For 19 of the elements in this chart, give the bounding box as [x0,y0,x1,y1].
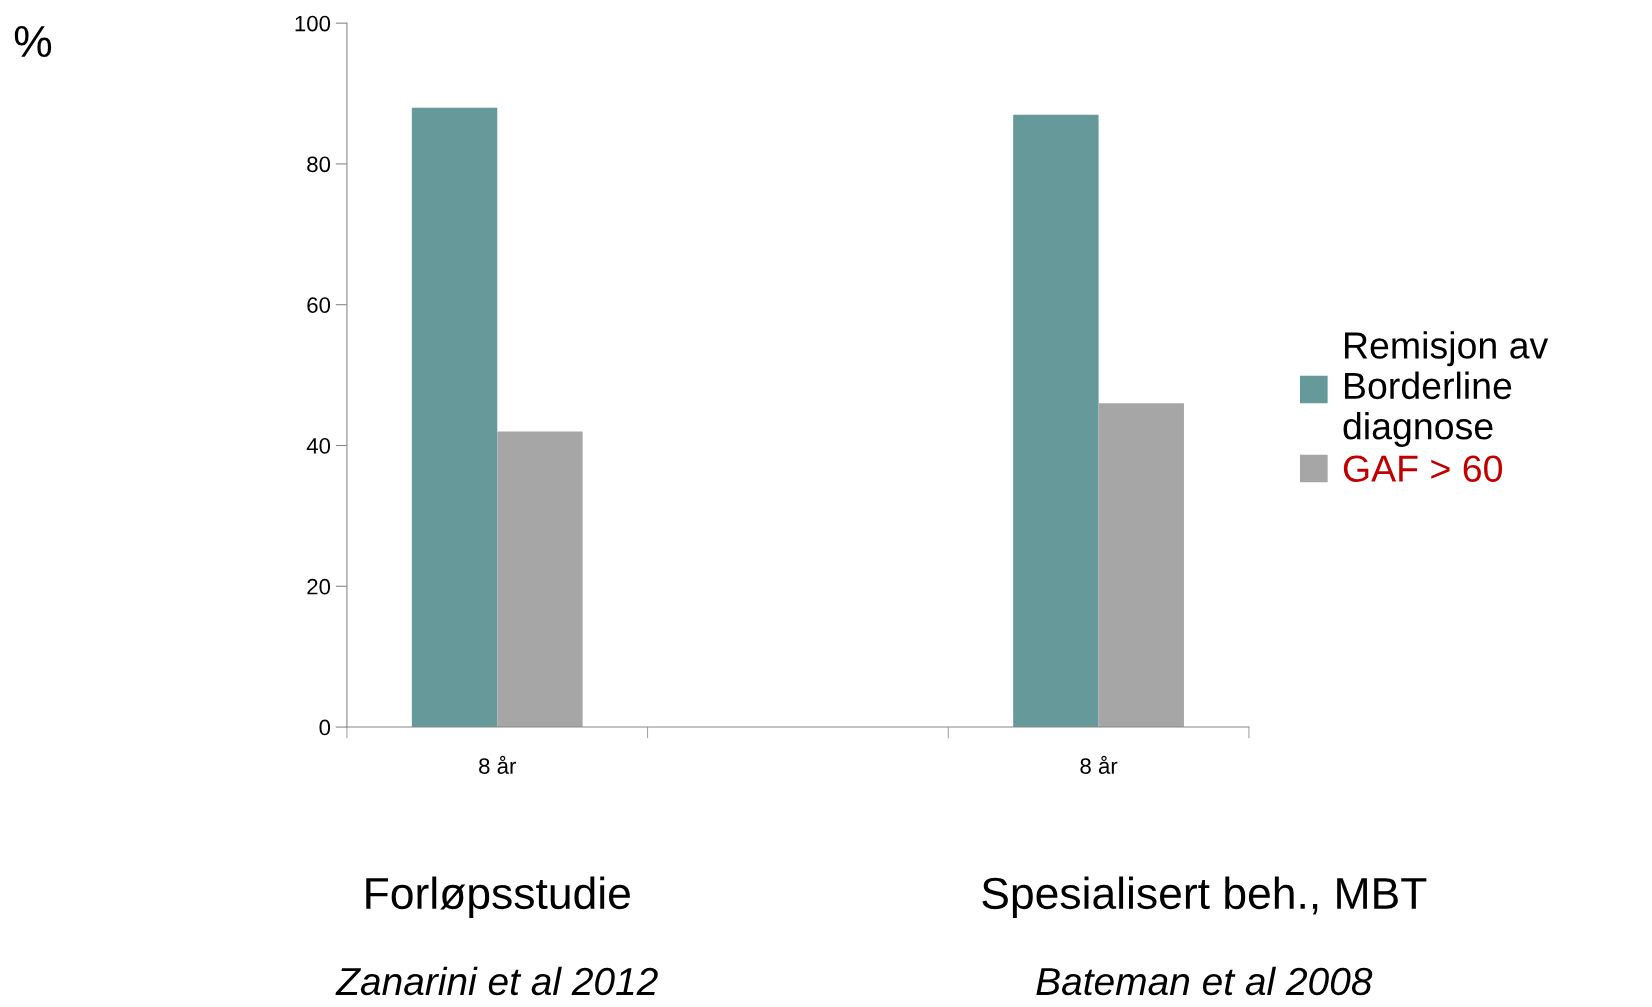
y-tick-label: 20 [307,578,331,595]
bar [411,107,498,728]
y-tick-label: 0 [319,719,331,736]
y-tick-label: 80 [307,156,331,173]
text: Spesialisert beh., MBT [982,876,1427,918]
y-tick-label: 100 [295,15,331,32]
bar [1098,403,1184,728]
x-tick-label: 8 år [479,755,517,774]
legend-label: GAF > 60 [1343,455,1503,482]
y-tick-label: 60 [307,297,331,313]
legend-label: Remisjon av Borderline diagnose [1343,331,1549,447]
text: Bateman et al 2008 [1036,966,1373,996]
text: Forløpsstudie [366,876,630,918]
y-tick-label: 40 [306,438,331,454]
bar [1013,114,1099,728]
text: % [14,25,52,58]
bar [497,431,583,728]
text: Zanarini et al 2012 [335,966,658,996]
x-tick-label: 8 år [1080,755,1118,774]
